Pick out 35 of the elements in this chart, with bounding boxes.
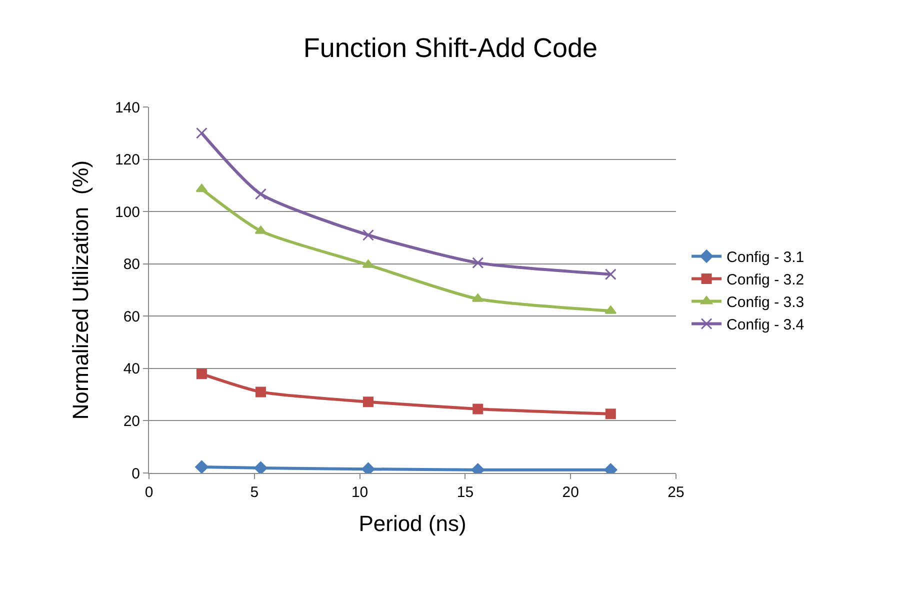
- chart-title: Function Shift-Add Code: [303, 33, 598, 64]
- y-tick-label: 0: [132, 465, 140, 482]
- x-tick-label: 5: [250, 484, 259, 501]
- y-axis-title: Normalized Utilization (%): [68, 160, 93, 420]
- point: [255, 386, 266, 398]
- y-tick-label: 20: [123, 412, 140, 430]
- point: [362, 396, 374, 408]
- point: [362, 229, 374, 241]
- legend-label: Config - 3.2: [726, 272, 804, 289]
- point: [196, 184, 208, 192]
- point: [196, 368, 207, 380]
- x-tick-label: 25: [668, 484, 684, 501]
- x-tick-label: 20: [562, 484, 579, 501]
- x-tick-label: 15: [456, 484, 474, 501]
- x-tick-label: 0: [144, 484, 154, 501]
- y-tick-label: 40: [123, 360, 140, 378]
- point: [472, 404, 484, 414]
- y-tick-label: 140: [114, 99, 140, 116]
- y-tick-label: 80: [123, 256, 140, 274]
- legend-label: Config - 3.3: [726, 294, 804, 312]
- x-axis-title: Period (ns): [358, 510, 466, 536]
- y-tick-label: 60: [123, 308, 140, 326]
- point: [362, 462, 375, 473]
- y-tick-label: 100: [114, 204, 140, 221]
- point: [605, 408, 616, 420]
- legend-label: Config - 3.1: [726, 249, 804, 266]
- point: [254, 188, 266, 200]
- point: [196, 127, 208, 139]
- point: [472, 257, 484, 269]
- y-tick-label: 120: [114, 152, 140, 169]
- point: [604, 268, 616, 280]
- legend-label: Config - 3.4: [726, 316, 804, 334]
- point: [254, 461, 268, 473]
- x-tick-label: 10: [351, 484, 368, 501]
- point: [195, 460, 208, 473]
